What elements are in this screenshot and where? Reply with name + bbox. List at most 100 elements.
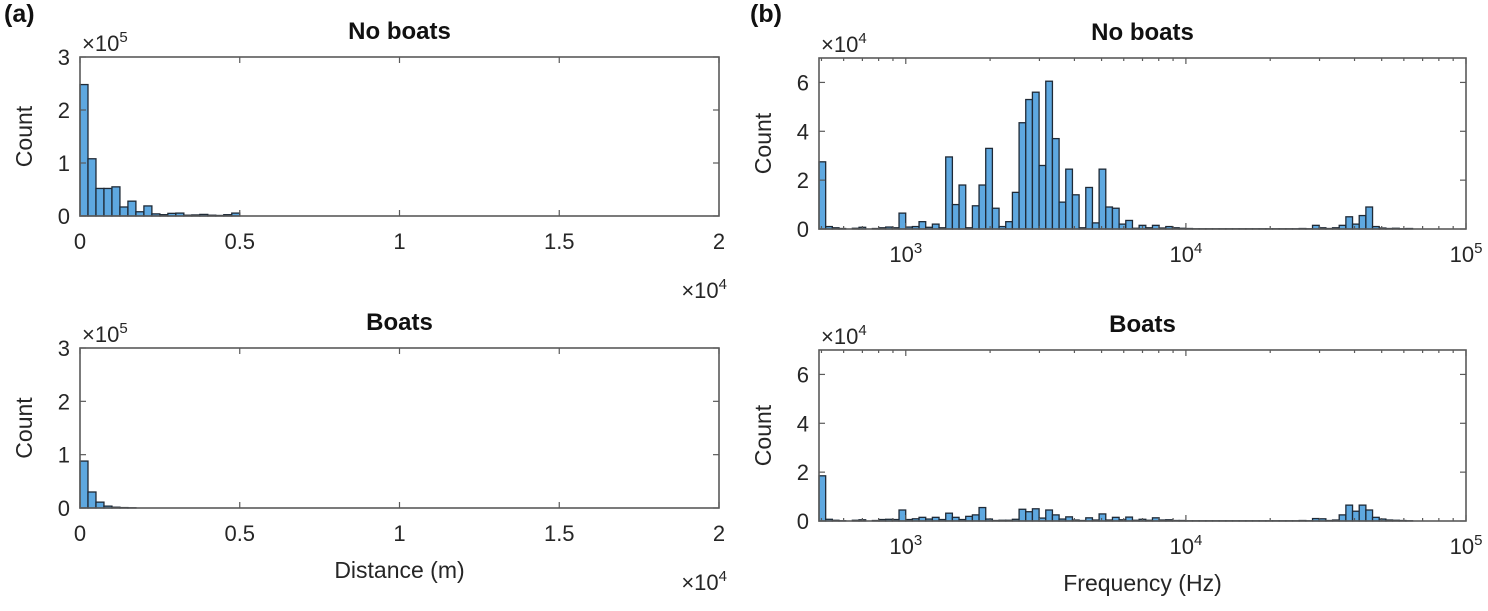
y-tick-label: 6: [797, 362, 809, 387]
histogram-bar: [898, 509, 907, 522]
y-tick-label: 0: [58, 496, 70, 521]
histogram-bar: [95, 501, 105, 509]
x-exponent-label: ×104: [681, 276, 727, 303]
histogram-bar: [1018, 122, 1027, 230]
histogram-bar: [95, 187, 105, 217]
histogram-bar: [1358, 504, 1367, 522]
x-tick-label: 1: [393, 521, 405, 546]
histogram-bar: [1098, 168, 1107, 230]
x-tick-label: 0.5: [224, 521, 255, 546]
x-tick-label: 1: [393, 229, 405, 254]
axes-box: [79, 347, 720, 509]
x-tick-label: 0.5: [224, 229, 255, 254]
bars: [818, 475, 1414, 522]
axes-box: [79, 56, 720, 217]
histogram-bar: [985, 147, 994, 230]
histogram-bar: [1011, 191, 1020, 230]
histogram-bar: [1091, 222, 1100, 230]
x-tick-label: 105: [1450, 240, 1483, 267]
x-exponent-label: ×104: [681, 568, 727, 595]
histogram-bar: [1051, 137, 1060, 230]
x-tick-label: 1.5: [544, 229, 575, 254]
histogram-bar: [958, 184, 967, 230]
y-axis-label: Count: [11, 105, 37, 167]
histogram-bar: [79, 460, 89, 509]
histogram-bar: [1005, 221, 1014, 230]
y-tick-label: 1: [58, 151, 70, 176]
panel-label-a: (a): [4, 0, 35, 28]
axes-box: [818, 349, 1467, 522]
histogram-bar: [945, 512, 954, 522]
x-tick-label: 1.5: [544, 521, 575, 546]
x-tick-label: 2: [713, 521, 725, 546]
histogram-bar: [143, 205, 153, 217]
y-tick-label: 2: [797, 460, 809, 485]
y-tick-label: 2: [58, 98, 70, 123]
histogram-bar: [1105, 206, 1114, 230]
histogram-bar: [991, 207, 1000, 230]
histogram-bar: [1351, 510, 1360, 522]
panel-label-b: (b): [750, 0, 782, 28]
y-exponent-label: ×105: [82, 29, 128, 56]
x-axis-label: Distance (m): [334, 557, 464, 583]
y-axis-label: Count: [750, 112, 776, 174]
histogram-bar: [1025, 98, 1034, 230]
histogram-bar: [971, 205, 980, 230]
chart-title: Boats: [366, 309, 433, 336]
histogram-bar: [1045, 80, 1054, 230]
y-tick-label: 3: [58, 336, 70, 361]
histogram-bar: [1365, 206, 1374, 230]
y-tick-label: 6: [797, 70, 809, 95]
x-tick-label: 103: [889, 240, 922, 267]
histogram-bar: [87, 158, 97, 217]
x-tick-label: 2: [713, 229, 725, 254]
histogram-bar: [1111, 207, 1120, 230]
histogram-bar: [111, 186, 121, 217]
histogram-bar: [103, 187, 113, 217]
y-tick-label: 3: [58, 45, 70, 70]
histogram-bar: [951, 203, 960, 230]
histogram-distance-boats: Boats Count Distance (m) 0 1 2 3 0 0.5 1 1.5 2 ×1…: [11, 309, 727, 595]
histogram-bar: [945, 156, 954, 230]
x-tick-label: 103: [889, 532, 922, 559]
chart-title: Boats: [1109, 311, 1176, 338]
y-exponent-label: ×105: [82, 320, 128, 347]
histogram-bar: [1098, 513, 1107, 522]
bars: [79, 460, 137, 509]
x-tick-label: 104: [1169, 532, 1202, 559]
histogram-bar: [1358, 214, 1367, 230]
histogram-bar: [1345, 216, 1354, 230]
histogram-bar: [818, 161, 827, 230]
histogram-bar: [1031, 508, 1040, 522]
y-tick-label: 2: [58, 389, 70, 414]
bars: [818, 80, 1414, 230]
histogram-bar: [1018, 508, 1027, 522]
histogram-bar: [1058, 201, 1067, 230]
bars: [79, 83, 241, 217]
histogram-bar: [1125, 219, 1134, 230]
histogram-bar: [79, 83, 89, 217]
histogram-bar: [818, 475, 827, 522]
y-tick-label: 0: [797, 509, 809, 534]
histogram-bar: [1338, 514, 1347, 522]
x-axis-label: Frequency (Hz): [1063, 570, 1221, 596]
chart-title: No boats: [1091, 19, 1194, 46]
y-axis-label: Count: [11, 397, 37, 459]
histogram-bar: [971, 514, 980, 522]
histogram-bar: [898, 212, 907, 230]
y-exponent-label: ×104: [821, 322, 867, 349]
histogram-bar: [1065, 168, 1074, 230]
y-tick-label: 0: [797, 217, 809, 242]
histogram-bar: [1071, 194, 1080, 230]
histogram-bar: [87, 491, 97, 509]
histogram-bar: [978, 506, 987, 522]
histogram-bar: [1051, 514, 1060, 522]
histogram-bar: [1038, 164, 1047, 230]
histogram-bar: [1085, 186, 1094, 230]
y-tick-label: 2: [797, 168, 809, 193]
histogram-distance-no-boats: No boats Count 0 1 2 3 0 0.5 1 1.5 2 ×105 ×104: [11, 18, 727, 303]
histogram-bar: [1045, 509, 1054, 522]
x-tick-label: 0: [74, 521, 86, 546]
histogram-bar: [1025, 511, 1034, 522]
